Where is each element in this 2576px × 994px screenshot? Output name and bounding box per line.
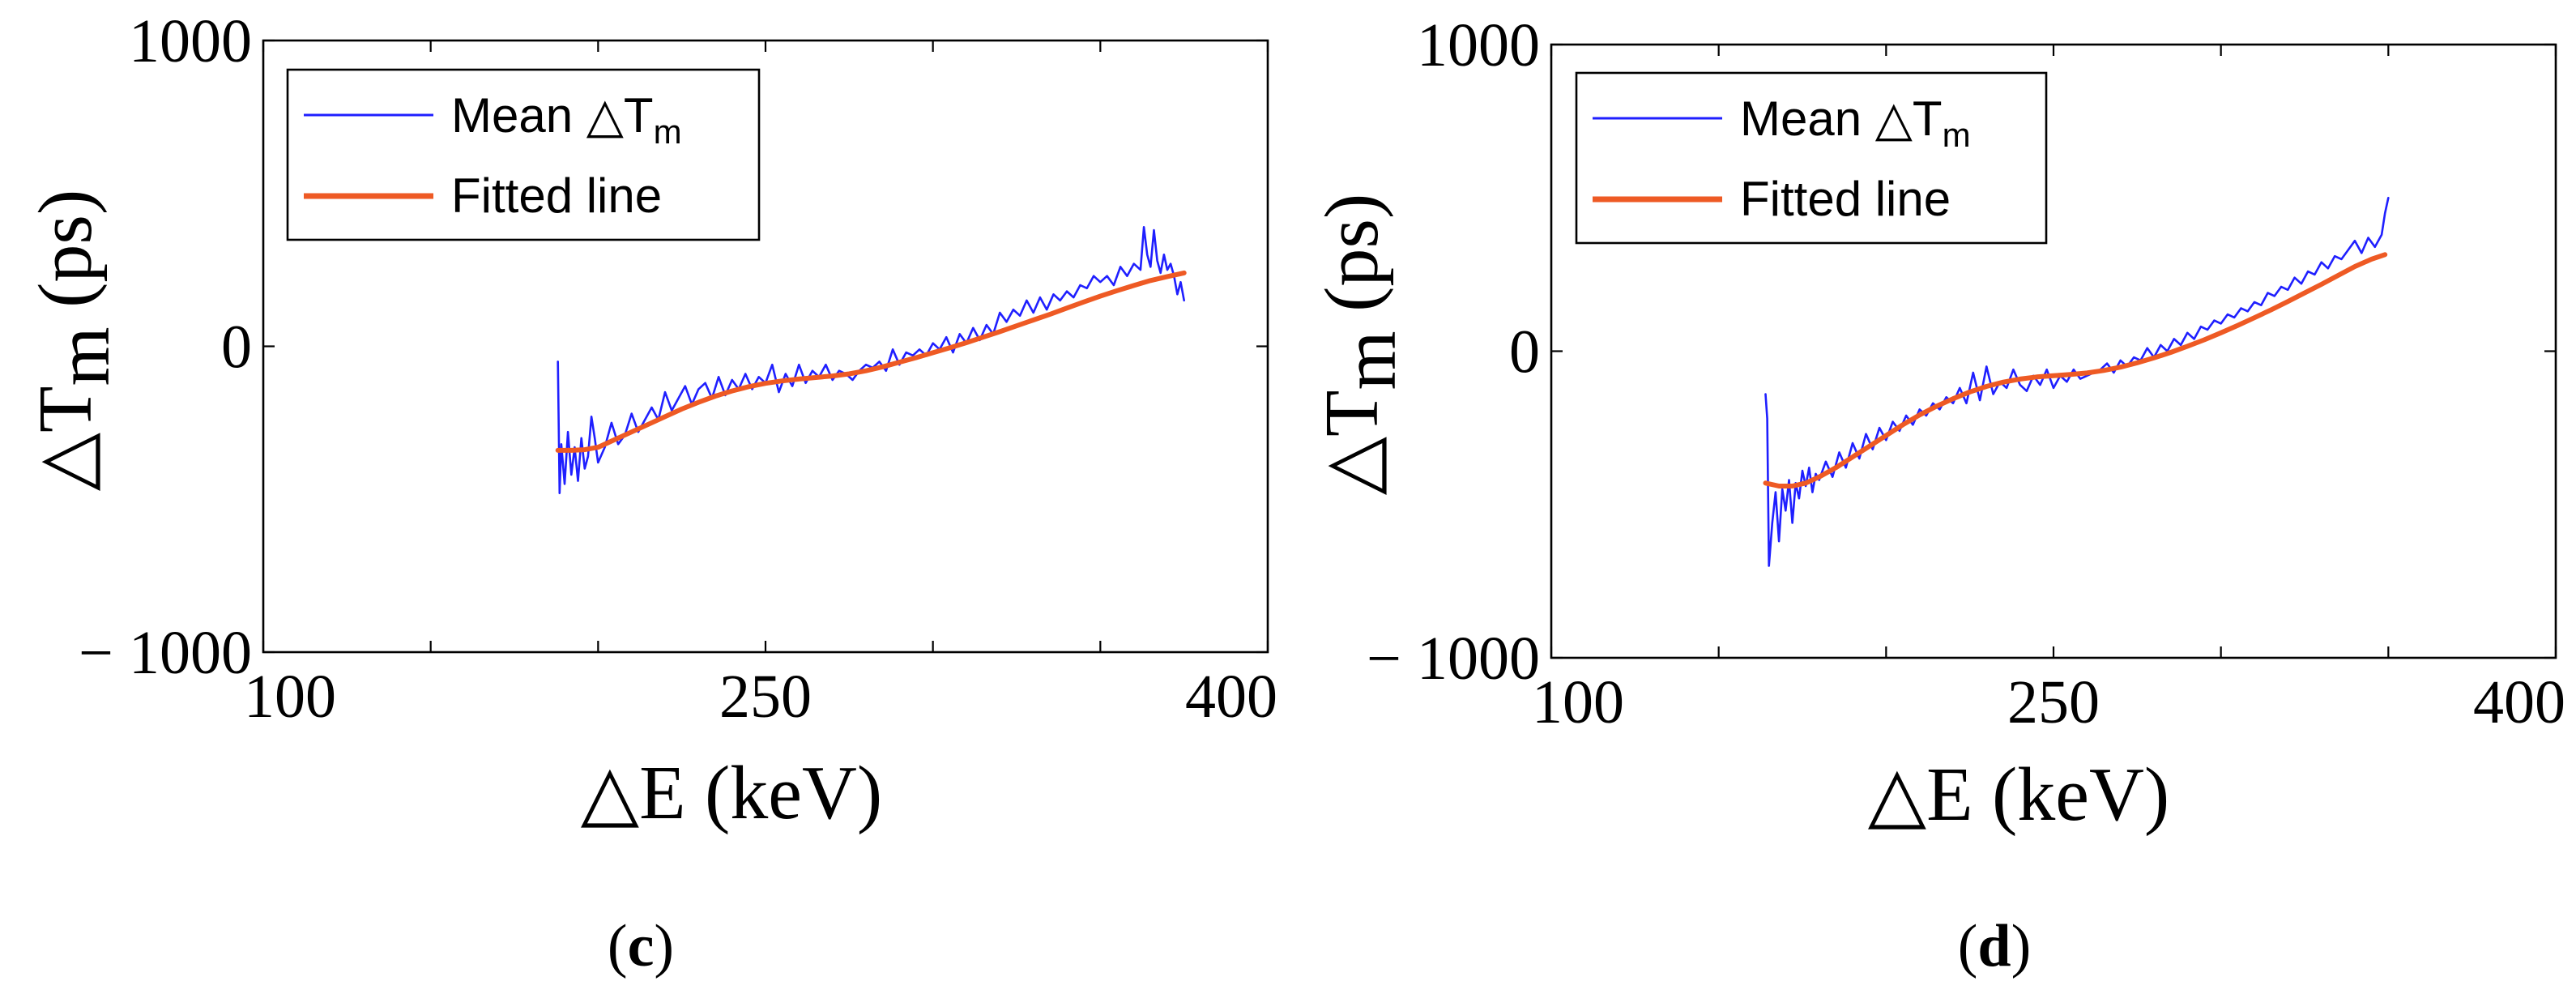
x-axis-label: △E (keV) [581, 751, 882, 835]
y-axis-label-text: △Tm (ps) [23, 190, 126, 492]
x-tick-label: 250 [719, 663, 812, 731]
series-line-mean [1764, 197, 2390, 567]
legend-label-mean: Mean △Tm [1740, 92, 1971, 154]
plot-frame [262, 39, 1269, 654]
x-tick-label: 400 [1185, 663, 1277, 731]
legend-label-mean: Mean △Tm [451, 88, 682, 151]
legend: Mean △Tm Fitted line [1575, 71, 2048, 245]
y-tick-label: − 1000 [1367, 625, 1540, 693]
y-tick-label: 0 [1509, 318, 1540, 386]
panel-caption-c: (c) [608, 913, 674, 979]
series-line-fitted [555, 270, 1187, 453]
chart-panel-c: △Tm (ps) 1000 0 − 1000 100 250 400 Mean △Tm … [23, 7, 1277, 979]
y-axis-label: △Tm (ps) [1310, 194, 1412, 496]
series-group [1763, 197, 2390, 567]
y-axis-label: △Tm (ps) [23, 190, 126, 492]
legend-box [286, 68, 761, 241]
chart-panel-d: △Tm (ps) 1000 0 − 1000 100 250 400 Mean △Tm … [1310, 11, 2565, 979]
x-tick-label: 100 [1532, 668, 1624, 736]
legend-box [1575, 71, 2048, 245]
legend: Mean △Tm Fitted line [286, 68, 761, 241]
x-tick-labels: 100 250 400 [244, 663, 1277, 731]
series-group [555, 226, 1187, 494]
y-tick-labels: 1000 0 − 1000 [79, 7, 252, 687]
legend-label-fitted: Fitted line [451, 169, 662, 223]
x-axis-label: △E (keV) [1868, 753, 2169, 837]
y-tick-label: − 1000 [79, 619, 252, 687]
y-tick-label: 1000 [1417, 11, 1540, 79]
panel-caption-d: (d) [1958, 913, 2031, 979]
y-axis-label-text: △Tm (ps) [1310, 194, 1412, 496]
x-tick-labels: 100 250 400 [1532, 668, 2565, 736]
x-tick-label: 100 [244, 663, 336, 731]
plot-frame [1550, 43, 2557, 659]
legend-label-fitted: Fitted line [1740, 172, 1951, 226]
series-line-fitted [1763, 252, 2388, 488]
y-tick-label: 0 [221, 314, 252, 382]
x-tick-label: 250 [2007, 668, 2100, 736]
y-tick-label: 1000 [129, 7, 252, 75]
x-tick-label: 400 [2473, 668, 2565, 736]
series-line-mean [557, 226, 1185, 494]
y-tick-labels: 1000 0 − 1000 [1367, 11, 1540, 693]
